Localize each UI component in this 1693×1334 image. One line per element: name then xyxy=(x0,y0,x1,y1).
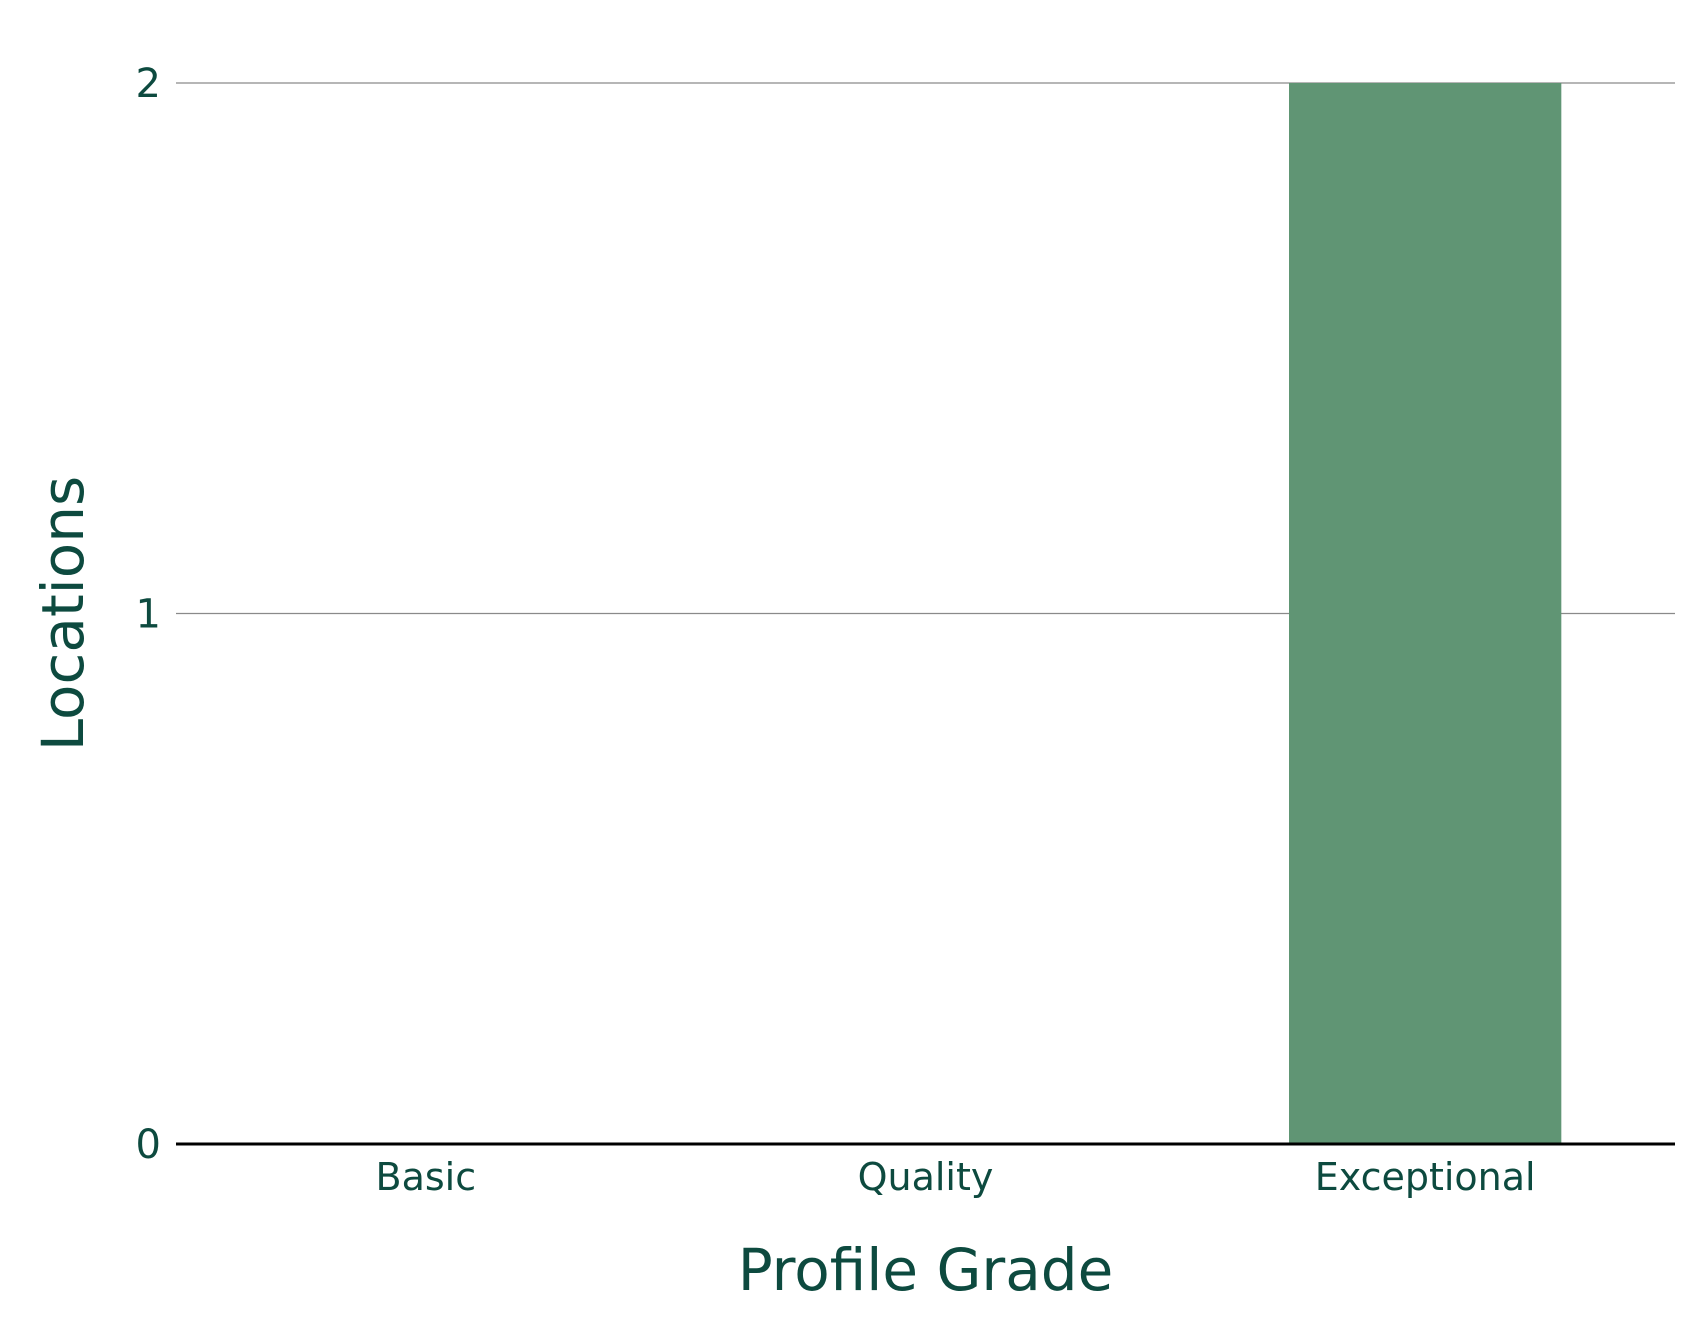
x-axis-label: Profile Grade xyxy=(738,1236,1114,1304)
x-tick-label: Quality xyxy=(858,1155,994,1199)
y-tick-labels: 0 1 2 xyxy=(136,61,161,1168)
x-tick-label: Basic xyxy=(376,1155,477,1199)
y-tick-label: 2 xyxy=(136,61,161,107)
y-axis-label: Locations xyxy=(29,476,97,752)
x-tick-labels: Basic Quality Exceptional xyxy=(376,1155,1536,1199)
y-tick-label: 0 xyxy=(136,1122,161,1168)
y-tick-label: 1 xyxy=(136,592,161,638)
bar xyxy=(1289,83,1562,1144)
x-tick-label: Exceptional xyxy=(1315,1155,1536,1199)
bars xyxy=(1289,83,1562,1144)
